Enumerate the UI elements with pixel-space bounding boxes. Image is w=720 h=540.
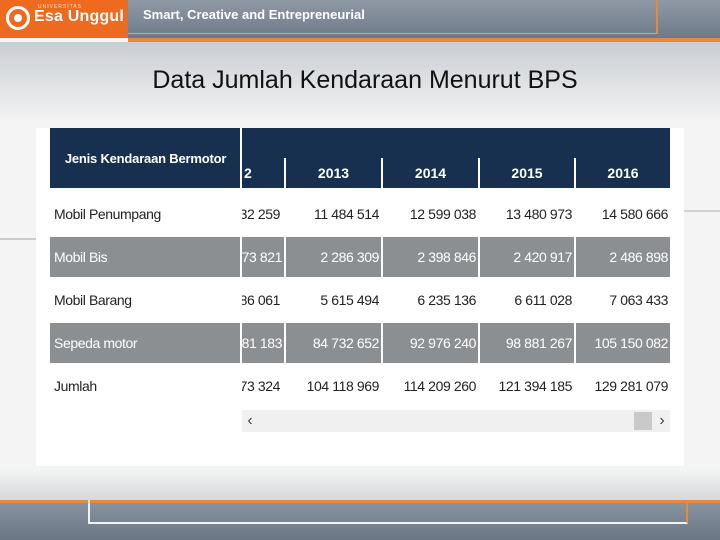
- table-cell: 84 732 652: [284, 323, 381, 363]
- university-logo: UNIVERSITAS Esa Unggul: [0, 0, 128, 38]
- column-header-year: 2015: [478, 158, 574, 188]
- frozen-column-divider: [240, 128, 242, 408]
- logo-small-text: UNIVERSITAS: [38, 4, 82, 10]
- table-cell: 114 209 260: [403, 378, 477, 394]
- table-cell: 6 611 028: [514, 292, 572, 308]
- table-cell: 2 398 846: [381, 237, 478, 277]
- table-cell: 13 480 973: [505, 206, 572, 222]
- table-cell: 2 420 917: [478, 237, 574, 277]
- table-cell: 273 821: [240, 249, 282, 265]
- table-cell: 11 484 514: [313, 206, 379, 222]
- table-cell: 104 118 969: [306, 378, 380, 394]
- logo-text: Esa Unggul: [34, 8, 125, 25]
- row-label: Sepeda motor: [54, 335, 138, 351]
- table-cell: 5 615 494: [320, 292, 379, 308]
- table-cell: 2 486 898: [574, 237, 670, 277]
- slide-title: Data Jumlah Kendaraan Menurut BPS: [152, 66, 578, 94]
- row-label: Mobil Penumpang: [54, 206, 161, 222]
- footer-bar: [0, 500, 720, 540]
- footer-accent-line: [0, 500, 720, 503]
- table-cell: 98 881 267: [478, 323, 574, 363]
- scroll-thumb[interactable]: [634, 412, 652, 430]
- tagline: Smart, Creative and Entrepreneurial: [143, 7, 365, 22]
- table-row: Mobil Barang 286 061 5 615 494 6 235 136…: [50, 280, 670, 320]
- logo-emblem-icon: [6, 6, 30, 30]
- table-cell: 121 394 185: [498, 378, 573, 394]
- table-cell: 92 976 240: [381, 323, 478, 363]
- table-cell: 286 061: [240, 292, 280, 308]
- table-cell: 373 324: [240, 378, 280, 394]
- horizontal-scrollbar[interactable]: ‹ ›: [242, 410, 670, 432]
- table-row: Mobil Penumpang 432 259 11 484 514 12 59…: [50, 194, 670, 234]
- header-accent-line: [128, 38, 720, 42]
- footer-frame: [88, 500, 688, 524]
- column-header-year: 2: [244, 165, 252, 181]
- table-cell: 7 063 433: [609, 292, 668, 308]
- table-cell: 105 150 082: [574, 323, 670, 363]
- header-shade: [0, 42, 720, 122]
- table-cell: 6 235 136: [417, 292, 476, 308]
- row-label: Mobil Barang: [54, 292, 132, 308]
- row-label: Mobil Bis: [54, 249, 108, 265]
- table-row: Sepeda motor 881 183 84 732 652 92 976 2…: [50, 323, 670, 363]
- table-row: Jumlah 373 324 104 118 969 114 209 260 1…: [50, 366, 670, 406]
- table-cell: 432 259: [240, 206, 280, 222]
- table-row: Mobil Bis 273 821 2 286 309 2 398 846 2 …: [50, 237, 670, 277]
- column-header-year: 2013: [284, 158, 381, 188]
- table-cell: 129 281 079: [594, 378, 669, 394]
- table-cell: 881 183: [240, 335, 282, 351]
- table-cell: 12 599 038: [409, 206, 476, 222]
- column-header-year: 2016: [574, 158, 670, 188]
- header-frame: [128, 0, 658, 34]
- row-label: Jumlah: [54, 378, 97, 394]
- scroll-right-icon[interactable]: ›: [659, 412, 665, 429]
- table-cell: 14 580 666: [601, 206, 668, 222]
- column-header-vehicle-type: Jenis Kendaraan Bermotor: [50, 128, 241, 188]
- footer-shade: [0, 470, 720, 500]
- table-cell: 2 286 309: [284, 237, 381, 277]
- right-decoration: [680, 210, 720, 212]
- scroll-left-icon[interactable]: ‹: [247, 412, 253, 429]
- column-header-year: 2014: [381, 158, 478, 188]
- left-decoration: [0, 238, 36, 240]
